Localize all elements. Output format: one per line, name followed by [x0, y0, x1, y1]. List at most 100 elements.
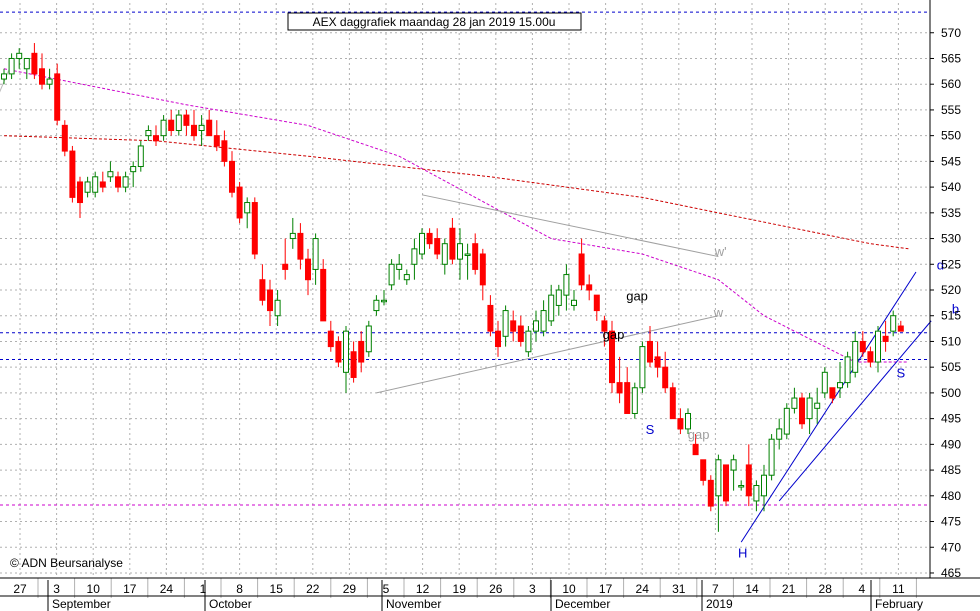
candle-up: [343, 326, 349, 393]
candle-body: [707, 479, 714, 507]
candle-down: [99, 171, 106, 193]
candle-down: [601, 315, 608, 347]
candle-body: [563, 274, 570, 296]
candle-down: [191, 109, 197, 141]
trendline: [778, 320, 932, 502]
candle-body: [487, 304, 494, 332]
candle-body: [77, 181, 83, 204]
annotation-label: b: [952, 302, 959, 317]
candle-down: [616, 356, 623, 404]
candle-up: [1, 68, 7, 85]
candle-up: [806, 392, 813, 435]
annotation-label: gap: [688, 427, 710, 442]
candle-up: [631, 382, 638, 419]
x-tick-label: 3: [53, 582, 60, 596]
candle-body: [578, 253, 585, 286]
candle-up: [130, 161, 137, 188]
candle-body: [844, 356, 851, 384]
candle-body: [31, 52, 38, 75]
x-tick-label: 17: [599, 582, 613, 596]
y-tick-label: 525: [941, 257, 961, 271]
candle-up: [16, 48, 23, 69]
candle-body: [221, 140, 228, 162]
candle-up: [92, 171, 99, 198]
candle-body: [137, 145, 144, 168]
candle-body: [358, 340, 365, 363]
candle-body: [312, 238, 319, 270]
candle-body: [236, 186, 243, 219]
candle-body: [533, 320, 539, 332]
candle-up: [122, 171, 129, 193]
line-layer: [0, 11, 932, 543]
candle-down: [510, 310, 517, 342]
x-tick-label: 22: [306, 582, 320, 596]
y-tick-label: 560: [941, 77, 961, 91]
candle-body: [92, 176, 99, 193]
candle-body: [206, 119, 213, 137]
candle-up: [738, 480, 745, 491]
candle-body: [525, 330, 532, 353]
y-tick-label: 565: [941, 51, 961, 65]
candle-down: [320, 259, 327, 322]
y-tick-label: 510: [941, 334, 961, 348]
candle-up: [411, 238, 418, 280]
candle-up: [540, 300, 547, 337]
candle-down: [282, 238, 289, 280]
candle-body: [647, 340, 653, 363]
candle-up: [852, 331, 859, 378]
month-label: December: [555, 597, 610, 611]
candle-up: [548, 284, 555, 327]
candle-down: [327, 320, 334, 352]
candle-body: [631, 387, 638, 414]
candle-body: [343, 330, 349, 373]
annotation-label: gap: [603, 327, 625, 342]
candle-body: [267, 289, 273, 312]
candle-body: [168, 119, 175, 132]
candle-body: [183, 114, 190, 126]
candle-up: [464, 243, 471, 280]
candle-body: [403, 274, 410, 281]
candle-up: [791, 387, 798, 414]
candle-up: [502, 305, 509, 347]
candle-body: [609, 330, 615, 384]
candle-body: [479, 253, 486, 286]
candle-body: [69, 150, 76, 198]
candle-body: [61, 124, 68, 152]
candle-body: [753, 485, 760, 502]
x-tick-label: 14: [745, 582, 759, 596]
candle-down: [495, 320, 501, 357]
x-tick-label: 10: [562, 582, 576, 596]
candle-up: [381, 290, 387, 306]
y-tick-label: 550: [941, 129, 961, 143]
candle-body: [99, 181, 106, 188]
candle-up: [198, 115, 205, 146]
candle-body: [730, 459, 737, 471]
candle-up: [875, 326, 881, 373]
candle-down: [251, 197, 258, 260]
candle-up: [776, 418, 783, 450]
candle-up: [533, 310, 539, 342]
y-tick-label: 535: [941, 206, 961, 220]
candle-down: [115, 171, 121, 193]
candle-down: [479, 248, 486, 301]
candle-body: [517, 325, 524, 342]
candle-body: [639, 346, 646, 389]
y-tick-label: 495: [941, 412, 961, 426]
candle-down: [267, 279, 273, 327]
candle-down: [335, 336, 342, 368]
candle-body: [145, 130, 152, 137]
candle-down: [358, 331, 365, 373]
y-tick-label: 465: [941, 566, 961, 580]
x-tick-label: 31: [672, 582, 686, 596]
annotation-label: gap: [626, 288, 648, 303]
candle-up: [396, 253, 403, 280]
candle-body: [107, 171, 114, 178]
moving-average-line: [3, 68, 909, 363]
x-tick-label: 21: [782, 582, 796, 596]
candle-up: [365, 320, 372, 357]
candle-up: [137, 140, 144, 172]
candle-down: [449, 217, 456, 265]
candle-body: [419, 232, 425, 255]
candle-down: [487, 295, 494, 337]
